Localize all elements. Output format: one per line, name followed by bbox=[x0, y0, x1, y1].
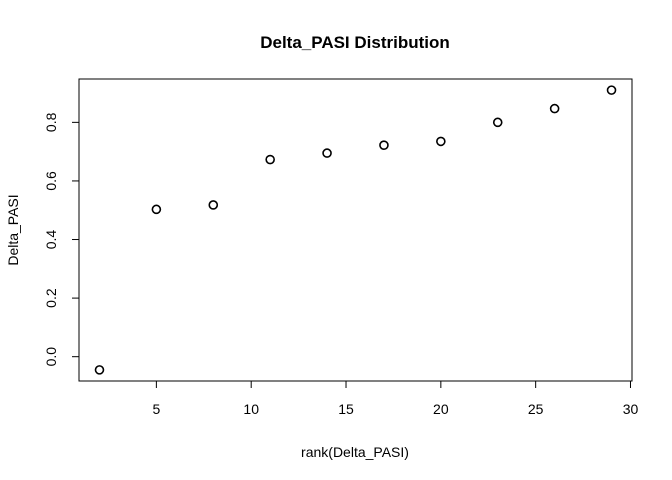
data-point bbox=[151, 204, 162, 215]
data-point bbox=[208, 200, 219, 210]
x-axis-label: rank(Delta_PASI) bbox=[301, 444, 409, 460]
data-point bbox=[322, 148, 332, 158]
y-tick-label: 0.4 bbox=[43, 230, 59, 250]
data-point bbox=[492, 117, 503, 128]
plot-frame bbox=[78, 78, 633, 382]
y-tick-label: 0.2 bbox=[43, 288, 59, 308]
x-tick-label: 30 bbox=[623, 401, 639, 417]
y-axis-label: Delta_PASI bbox=[5, 194, 21, 265]
y-tick-label: 0.0 bbox=[43, 347, 59, 367]
data-point bbox=[94, 365, 105, 375]
y-tick-label: 0.8 bbox=[43, 112, 59, 132]
data-point bbox=[265, 154, 275, 165]
data-point bbox=[606, 85, 617, 95]
x-tick-label: 25 bbox=[528, 401, 544, 417]
y-tick-label: 0.6 bbox=[43, 171, 59, 191]
x-tick-label: 15 bbox=[338, 401, 354, 417]
x-tick-label: 5 bbox=[152, 401, 160, 417]
data-point bbox=[436, 136, 446, 147]
x-tick-label: 10 bbox=[243, 401, 259, 417]
x-tick-label: 20 bbox=[433, 401, 449, 417]
data-point bbox=[549, 103, 560, 114]
chart-title: Delta_PASI Distribution bbox=[260, 33, 450, 52]
x-axis: 5 10 15 20 25 30 bbox=[152, 380, 639, 417]
data-point bbox=[379, 140, 389, 150]
y-axis: 0.0 0.2 0.4 0.6 0.8 bbox=[43, 112, 80, 367]
data-points bbox=[94, 85, 617, 375]
